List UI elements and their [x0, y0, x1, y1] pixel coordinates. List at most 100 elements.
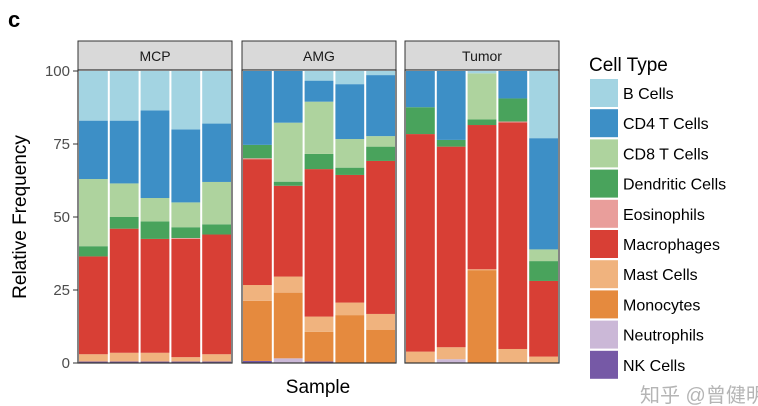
bar-segment-mast-cells	[109, 352, 139, 362]
legend-label: CD4 T Cells	[623, 116, 709, 133]
bar-segment-macrophages	[366, 160, 395, 314]
bar-segment-b-cells	[140, 71, 170, 111]
bar-segment-nk-cells	[171, 361, 201, 363]
legend-label: NK Cells	[623, 358, 685, 375]
bar-segment-cd4-t-cells	[109, 120, 139, 184]
legend-key	[590, 320, 618, 349]
bar-segment-dendritic-cells	[436, 139, 466, 147]
bar-segment-monocytes	[304, 331, 334, 362]
panel-label: c	[8, 7, 20, 32]
bar-segment-mast-cells	[140, 352, 170, 362]
bar-segment-monocytes	[273, 292, 303, 359]
bar-segment-mast-cells	[335, 302, 365, 316]
bar-segment-monocytes	[366, 330, 395, 363]
bar-segment-b-cells	[335, 71, 365, 85]
bar-segment-nk-cells	[109, 361, 139, 363]
bar-segment-cd4-t-cells	[243, 71, 272, 145]
bar-segment-b-cells	[529, 71, 558, 139]
bar-segment-cd4-t-cells	[171, 129, 201, 203]
bar-segment-b-cells	[79, 71, 108, 121]
legend-label: B Cells	[623, 86, 674, 103]
facet-amg: AMG	[241, 40, 397, 364]
bar-segment-monocytes	[467, 270, 497, 363]
bar-segment-cd8-t-cells	[273, 122, 303, 182]
bar-segment-dendritic-cells	[140, 221, 170, 239]
bar-segment-cd8-t-cells	[109, 183, 139, 217]
bar-segment-cd4-t-cells	[202, 123, 231, 182]
bar-segment-dendritic-cells	[467, 119, 497, 126]
facet-strip-label: Tumor	[462, 48, 502, 64]
legend-key	[590, 260, 618, 289]
legend-key	[590, 290, 618, 319]
facet-panels: MCP AMG Tumor	[77, 40, 560, 364]
bar-segment-mast-cells	[243, 285, 272, 301]
bar-segment-mast-cells	[79, 354, 108, 362]
bar-segment-eosinophils	[243, 158, 272, 160]
y-tick-label: 100	[45, 63, 70, 80]
bar-segment-dendritic-cells	[406, 107, 435, 135]
bar-segment-cd8-t-cells	[140, 198, 170, 222]
bar-segment-dendritic-cells	[304, 153, 334, 170]
bar-segment-nk-cells	[140, 361, 170, 363]
bar-segment-eosinophils	[498, 121, 528, 123]
legend-key	[590, 79, 618, 107]
bar-segment-cd4-t-cells	[273, 71, 303, 123]
bar-segment-b-cells	[304, 71, 334, 81]
bar-segment-cd8-t-cells	[335, 139, 365, 168]
bar-segment-cd4-t-cells	[366, 75, 395, 137]
bar-segment-neutrophils	[273, 358, 303, 363]
bar-segment-cd4-t-cells	[304, 80, 334, 102]
bar-segment-cd4-t-cells	[79, 120, 108, 180]
bar-segment-dendritic-cells	[366, 146, 395, 161]
bar-segment-macrophages	[304, 169, 334, 317]
legend-title: Cell Type	[589, 55, 668, 76]
bar-segment-dendritic-cells	[79, 246, 108, 257]
legend-label: Macrophages	[623, 237, 720, 254]
legend-label: CD8 T Cells	[623, 146, 709, 163]
legend-key	[590, 169, 618, 198]
legend-key	[590, 109, 618, 138]
bar-segment-cd4-t-cells	[406, 71, 435, 108]
bar-segment-macrophages	[467, 125, 497, 270]
y-tick-label: 25	[53, 282, 70, 299]
bar-segment-macrophages	[109, 228, 139, 353]
bar-segment-mast-cells	[406, 351, 435, 363]
bar-segment-nk-cells	[243, 360, 272, 363]
bar-segment-macrophages	[436, 146, 466, 348]
panel-border	[77, 69, 233, 364]
bar-segment-dendritic-cells	[335, 167, 365, 175]
y-axis: 0 25 50 75 100	[45, 63, 78, 372]
bar-segment-macrophages	[273, 185, 303, 277]
bar-segment-macrophages	[335, 174, 365, 303]
bar-segment-dendritic-cells	[273, 181, 303, 186]
bar-segment-cd4-t-cells	[335, 84, 365, 140]
bar-segment-mast-cells	[529, 356, 558, 363]
bar-segment-mast-cells	[498, 348, 528, 363]
bar-segment-mast-cells	[366, 313, 395, 331]
legend-label: Eosinophils	[623, 207, 705, 224]
bar-segment-mast-cells	[467, 269, 497, 271]
bar-segment-b-cells	[109, 71, 139, 121]
bar-segment-macrophages	[79, 256, 108, 355]
bar-segment-cd8-t-cells	[366, 136, 395, 147]
bar-segment-dendritic-cells	[498, 98, 528, 122]
facet-strip-label: MCP	[139, 48, 170, 64]
legend-label: Dendritic Cells	[623, 177, 726, 194]
bar-segment-dendritic-cells	[529, 261, 558, 281]
bar-segment-mast-cells	[171, 357, 201, 362]
bar-segment-cd4-t-cells	[529, 138, 558, 250]
bar-segment-cd4-t-cells	[498, 71, 528, 99]
bar-segment-b-cells	[171, 71, 201, 130]
bar-segment-cd8-t-cells	[467, 73, 497, 120]
facet-strip	[241, 40, 397, 71]
bar-segment-cd8-t-cells	[202, 181, 231, 225]
bar-segment-cd8-t-cells	[529, 249, 558, 262]
bar-segment-nk-cells	[304, 361, 334, 363]
bar-segment-dendritic-cells	[243, 144, 272, 159]
panel-border	[241, 69, 397, 364]
y-axis-label: Relative Frequency	[10, 135, 31, 299]
y-tick-label: 75	[53, 136, 70, 153]
facet-strip-label: AMG	[303, 48, 335, 64]
bar-segment-macrophages	[529, 280, 558, 357]
bar-segment-macrophages	[243, 159, 272, 286]
